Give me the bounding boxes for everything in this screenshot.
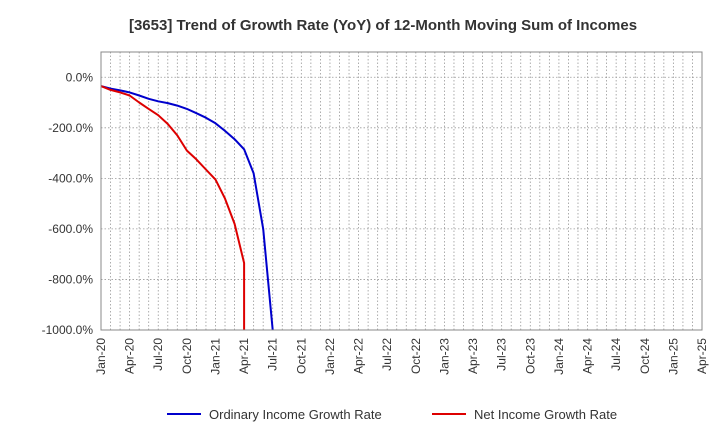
x-tick-label: Oct-20 [180, 338, 194, 374]
x-tick-label: Oct-21 [294, 338, 308, 374]
x-tick-label: Jan-25 [666, 338, 680, 375]
x-tick-label: Jan-23 [437, 338, 451, 375]
x-tick-label: Apr-23 [466, 338, 480, 374]
chart-title: [3653] Trend of Growth Rate (YoY) of 12-… [129, 17, 637, 34]
y-tick-label: -200.0% [48, 121, 93, 135]
legend-label-2: Net Income Growth Rate [474, 407, 617, 422]
x-tick-label: Jul-20 [151, 338, 165, 371]
x-tick-label: Jan-22 [323, 338, 337, 375]
legend: Ordinary Income Growth Rate Net Income Gr… [167, 407, 617, 422]
grid [101, 52, 702, 330]
x-tick-label: Jul-21 [266, 338, 280, 371]
x-tick-label: Apr-25 [695, 338, 709, 374]
x-tick-label: Apr-24 [581, 338, 595, 374]
y-tick-label: -600.0% [48, 222, 93, 236]
y-tick-label: -400.0% [48, 171, 93, 185]
x-tick-label: Oct-23 [523, 338, 537, 374]
x-tick-label: Jul-22 [380, 338, 394, 371]
x-tick-label: Jul-23 [495, 338, 509, 371]
x-tick-label: Jan-20 [94, 338, 108, 375]
x-tick-label: Oct-24 [638, 338, 652, 374]
x-tick-label: Jul-24 [609, 338, 623, 371]
x-tick-label: Apr-20 [123, 338, 137, 374]
y-tick-label: -800.0% [48, 272, 93, 286]
series-line-1 [100, 85, 274, 331]
series-line-2 [100, 85, 246, 330]
legend-label-1: Ordinary Income Growth Rate [209, 407, 382, 422]
tick-labels: 0.0% -200.0% -400.0% -600.0% -800.0% -1000.0%… [42, 70, 709, 374]
y-tick-label: -1000.0% [42, 323, 94, 337]
y-tick-label: 0.0% [66, 70, 94, 84]
plot-frame [100, 51, 703, 331]
series-lines [100, 85, 274, 331]
x-tick-label: Oct-22 [409, 338, 423, 374]
x-tick-label: Jan-24 [552, 338, 566, 375]
x-tick-label: Apr-22 [352, 338, 366, 374]
x-tick-label: Apr-21 [237, 338, 251, 374]
x-tick-label: Jan-21 [208, 338, 222, 375]
